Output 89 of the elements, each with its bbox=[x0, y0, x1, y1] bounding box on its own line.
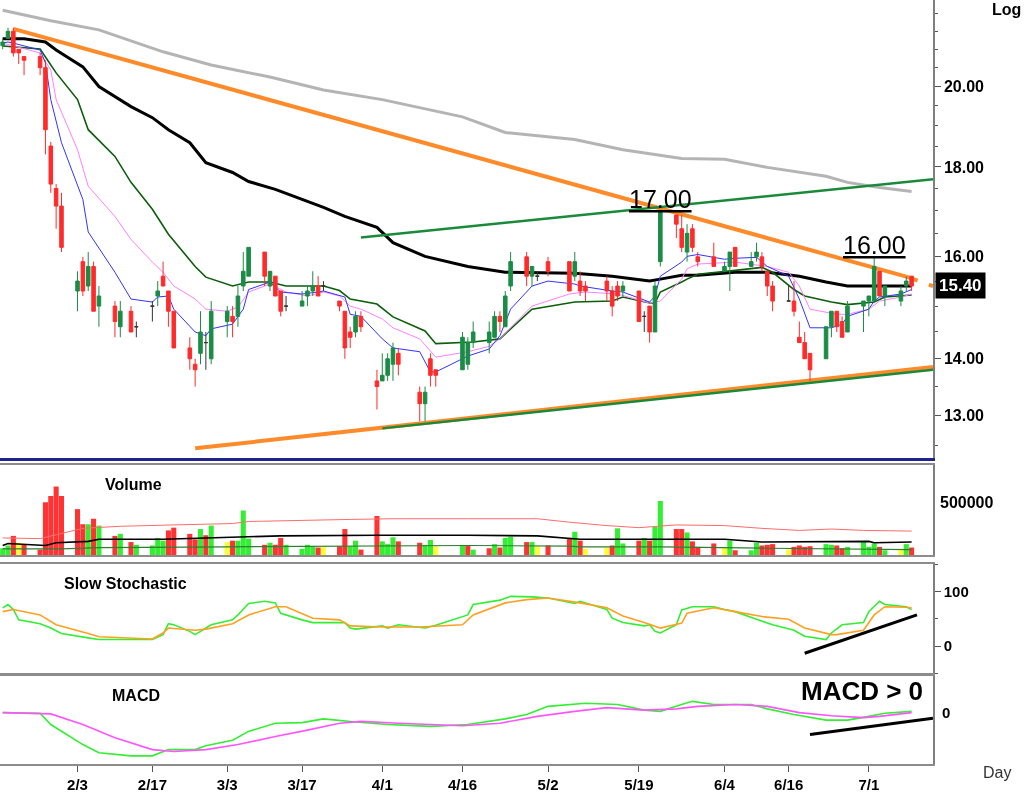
y-tick-label: 20.00 bbox=[943, 78, 985, 96]
x-tick-label: 6/16 bbox=[774, 775, 804, 793]
candlestick bbox=[48, 141, 54, 194]
candlestick bbox=[524, 251, 529, 287]
candlestick bbox=[198, 310, 203, 365]
x-tick-label: 2/17 bbox=[137, 775, 167, 793]
candlestick bbox=[150, 300, 155, 323]
annotation: MACD > 0 bbox=[801, 676, 924, 706]
candlestick bbox=[497, 310, 503, 333]
candlestick bbox=[203, 331, 209, 371]
candlestick bbox=[572, 251, 578, 282]
candlestick bbox=[112, 300, 118, 338]
x-axis-title: Day bbox=[983, 764, 1012, 781]
candlestick bbox=[903, 275, 909, 292]
candlestick bbox=[0, 37, 5, 50]
bar bbox=[711, 543, 717, 556]
candlestick bbox=[711, 242, 717, 267]
bar bbox=[497, 547, 503, 556]
candlestick bbox=[187, 336, 193, 371]
candlestick bbox=[690, 223, 695, 253]
bar bbox=[582, 548, 588, 556]
text: Log bbox=[992, 1, 1022, 18]
candlestick bbox=[508, 251, 513, 292]
candlestick bbox=[118, 300, 123, 338]
y-tick-label: 100 bbox=[943, 582, 969, 600]
candlestick bbox=[21, 56, 27, 76]
bar bbox=[882, 550, 888, 556]
y-tick-label: 18.00 bbox=[943, 158, 985, 176]
candlestick bbox=[642, 310, 647, 333]
candlestick bbox=[882, 285, 888, 307]
candlestick bbox=[567, 261, 572, 292]
chart-title: MACD bbox=[112, 687, 160, 704]
candlestick bbox=[647, 305, 652, 344]
y-tick-label: 14.00 bbox=[943, 350, 985, 368]
x-tick-label: 6/4 bbox=[714, 775, 736, 793]
candlestick bbox=[845, 300, 850, 333]
text: Slow Stochastic bbox=[64, 575, 187, 592]
bar bbox=[684, 532, 690, 556]
candlestick bbox=[791, 280, 797, 317]
candlestick bbox=[134, 321, 139, 338]
y-tick-label: 16.00 bbox=[943, 248, 985, 266]
x-tick-label: 4/1 bbox=[371, 775, 393, 793]
candlestick bbox=[75, 270, 80, 312]
candlestick bbox=[748, 251, 754, 267]
candlestick bbox=[535, 270, 540, 282]
candlestick bbox=[545, 256, 551, 277]
x-tick-label: 5/2 bbox=[537, 775, 559, 793]
bar bbox=[128, 542, 134, 556]
candlestick bbox=[679, 214, 684, 253]
candlestick bbox=[732, 246, 738, 267]
candlestick bbox=[674, 214, 679, 239]
candlestick bbox=[155, 280, 161, 307]
text: 15.40 bbox=[939, 276, 982, 295]
candlestick bbox=[695, 251, 701, 267]
x-tick-label: 7/1 bbox=[858, 775, 880, 793]
candlestick bbox=[909, 275, 914, 292]
candlestick bbox=[786, 285, 791, 302]
candlestick bbox=[96, 285, 102, 328]
x-tick-label: 2/3 bbox=[67, 775, 88, 793]
candlestick bbox=[759, 251, 765, 272]
candlestick bbox=[658, 210, 663, 267]
candlestick bbox=[160, 261, 166, 287]
bar bbox=[604, 547, 610, 556]
candlestick bbox=[529, 265, 535, 287]
candlestick bbox=[620, 280, 626, 297]
candlestick bbox=[192, 358, 198, 388]
candlestick bbox=[128, 305, 134, 333]
candlestick bbox=[898, 285, 904, 307]
text: 500000 bbox=[940, 494, 994, 511]
chart-title: Volume bbox=[105, 476, 162, 493]
candlestick bbox=[877, 270, 882, 297]
annotation: 16.00 bbox=[843, 231, 906, 259]
candlestick bbox=[652, 280, 658, 333]
x-tick-label: 4/16 bbox=[447, 775, 478, 793]
candlestick bbox=[754, 242, 759, 263]
candlestick bbox=[684, 223, 690, 263]
x-tick-label: 3/3 bbox=[216, 775, 238, 793]
bar bbox=[721, 547, 728, 556]
candlestick bbox=[208, 300, 214, 365]
candlestick bbox=[91, 261, 96, 312]
y-tick-label: 13.00 bbox=[943, 406, 985, 424]
y-tick-label: 0 bbox=[943, 637, 953, 655]
bar bbox=[732, 550, 738, 556]
candlestick bbox=[85, 251, 91, 292]
candlestick bbox=[80, 256, 86, 297]
bar bbox=[465, 545, 471, 556]
candlestick bbox=[5, 27, 11, 39]
x-tick-label: 5/19 bbox=[624, 775, 654, 793]
x-tick-label: 3/17 bbox=[287, 775, 317, 793]
